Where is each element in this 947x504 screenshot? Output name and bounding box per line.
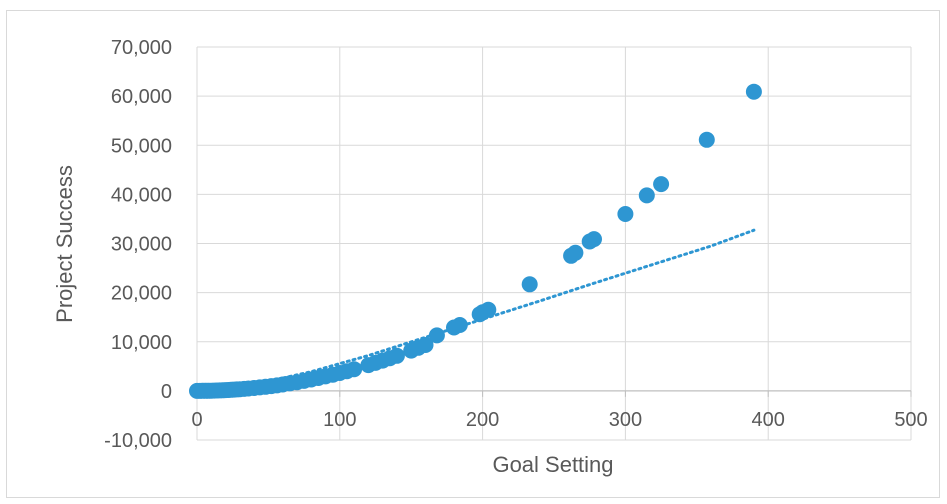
x-tick-label: 300 [609,409,642,431]
x-axis-title: Goal Setting [492,452,613,477]
data-point [638,187,655,204]
data-point [745,83,762,100]
x-tick-label: 500 [894,409,927,431]
data-point [521,276,538,293]
data-point [567,244,584,261]
data-point [428,327,445,344]
chart-frame [6,10,940,498]
gridlines [196,46,912,441]
data-point [480,301,497,318]
y-tick-label: -10,000 [104,430,172,452]
data-point [698,131,715,148]
data-point [586,231,602,248]
y-tick-label: 60,000 [111,86,172,108]
data-points [189,83,762,399]
tick-labels: -10,000 0 10,000 20,000 30,000 40,000 50,000 60… [104,37,928,452]
y-tick-label: 20,000 [111,283,172,305]
data-point [417,337,434,353]
x-tick-label: 400 [752,409,785,431]
trendline [252,228,756,386]
x-tick-label: 0 [191,409,202,431]
data-point [346,361,363,378]
y-tick-label: 70,000 [111,37,172,59]
x-tick-label: 200 [466,409,499,431]
y-tick-label: 30,000 [111,234,172,256]
data-point [451,317,468,333]
y-tick-label: 0 [161,381,172,403]
axes [196,390,912,397]
y-tick-label: 40,000 [111,184,172,206]
trendline-group [252,228,756,386]
data-point [388,347,405,364]
data-point [617,206,634,222]
data-point [653,176,670,193]
y-tick-label: 50,000 [111,135,172,157]
y-tick-label: 10,000 [111,332,172,354]
x-tick-label: 100 [323,409,356,431]
y-axis-title: Project Success [52,165,77,323]
